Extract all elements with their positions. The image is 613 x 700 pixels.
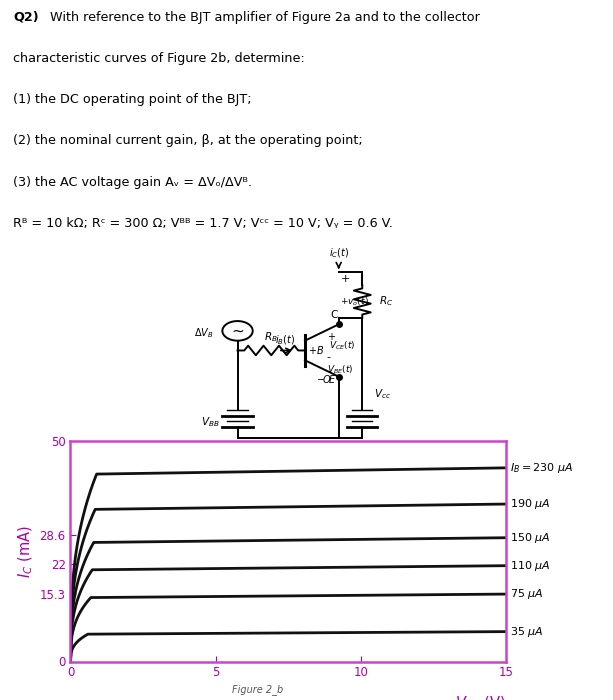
Text: $I_B = 230\ \mu A$: $I_B = 230\ \mu A$ <box>510 461 573 475</box>
Text: Figure 2_b: Figure 2_b <box>232 684 283 694</box>
Text: $150\ \mu A$: $150\ \mu A$ <box>510 531 551 545</box>
Text: (2) the nominal current gain, β, at the operating point;: (2) the nominal current gain, β, at the … <box>13 134 364 148</box>
Text: +: + <box>341 274 350 284</box>
Text: ~: ~ <box>231 323 244 338</box>
Text: $V_{cc}$: $V_{cc}$ <box>374 387 391 401</box>
Y-axis label: $I_C$ (mA): $I_C$ (mA) <box>17 525 36 578</box>
Text: $110\ \mu A$: $110\ \mu A$ <box>510 559 551 573</box>
Text: $V_{CE}$ (V): $V_{CE}$ (V) <box>455 694 506 700</box>
Text: (3) the AC voltage gain Aᵥ = ΔVₒ/ΔVᴮ.: (3) the AC voltage gain Aᵥ = ΔVₒ/ΔVᴮ. <box>13 176 253 189</box>
Text: C: C <box>330 310 337 320</box>
Text: $35\ \mu A$: $35\ \mu A$ <box>510 624 544 638</box>
Text: $+ B$: $+ B$ <box>308 344 325 356</box>
Text: With reference to the BJT amplifier of Figure 2a and to the collector: With reference to the BJT amplifier of F… <box>50 10 480 24</box>
Text: $R_B$: $R_B$ <box>264 330 278 344</box>
Text: +: + <box>327 332 335 342</box>
Text: $V_{BE}(t)$: $V_{BE}(t)$ <box>327 364 353 377</box>
Text: $V_{BB}$: $V_{BB}$ <box>201 415 220 429</box>
Text: Figure 2_a: Figure 2_a <box>275 454 326 464</box>
Text: $i_C(t)$: $i_C(t)$ <box>329 246 349 260</box>
Text: $-\!O\!E$: $-\!O\!E$ <box>316 373 337 385</box>
Text: $190\ \mu A$: $190\ \mu A$ <box>510 497 551 511</box>
Text: $V_{CE}(t)$: $V_{CE}(t)$ <box>329 340 355 352</box>
Text: $+v_o(t)$: $+v_o(t)$ <box>340 295 369 308</box>
Text: $R_C$: $R_C$ <box>379 295 394 309</box>
Text: $\Delta V_B$: $\Delta V_B$ <box>194 326 214 340</box>
Text: $75\ \mu A$: $75\ \mu A$ <box>510 587 544 601</box>
Text: (1) the DC operating point of the BJT;: (1) the DC operating point of the BJT; <box>13 93 252 106</box>
Text: Rᴮ = 10 kΩ; Rᶜ = 300 Ω; Vᴮᴮ = 1.7 V; Vᶜᶜ = 10 V; Vᵧ = 0.6 V.: Rᴮ = 10 kΩ; Rᶜ = 300 Ω; Vᴮᴮ = 1.7 V; Vᶜᶜ… <box>13 217 394 230</box>
Text: characteristic curves of Figure 2b, determine:: characteristic curves of Figure 2b, dete… <box>13 52 305 65</box>
Text: -: - <box>327 352 331 362</box>
Text: $i_B(t)$: $i_B(t)$ <box>275 333 295 346</box>
Text: Q2): Q2) <box>13 10 39 24</box>
